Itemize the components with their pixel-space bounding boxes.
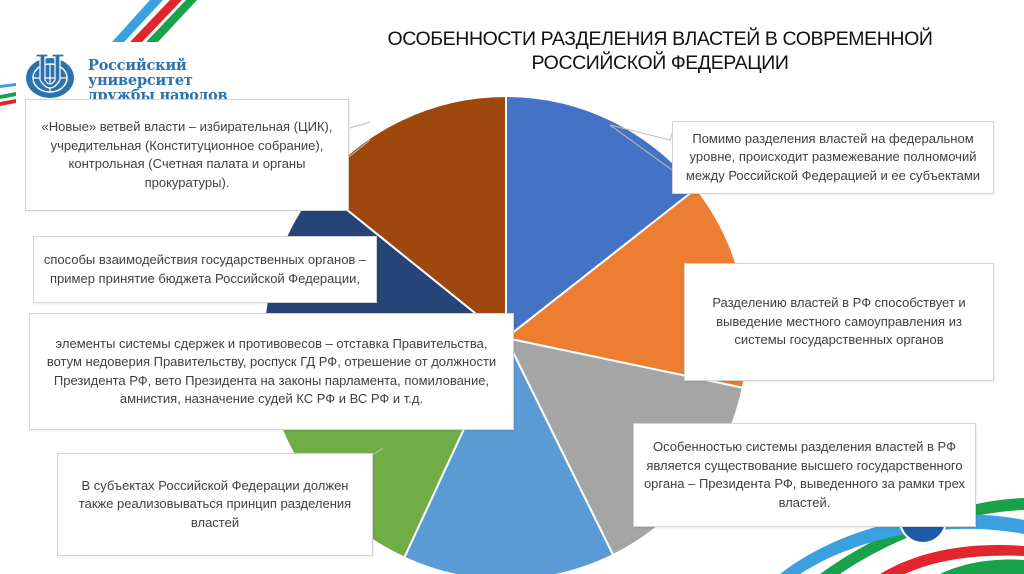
callout-federal-level: Помимо разделения властей на федеральном… xyxy=(672,121,994,194)
callout-text: Разделению властей в РФ способствует и в… xyxy=(712,295,966,348)
callout-text: элементы системы сдержек и противовесов … xyxy=(46,335,497,407)
callout-subjects: В субъектах Российской Федерации должен … xyxy=(57,453,373,556)
pie-slice-checks-and-balances xyxy=(402,335,615,574)
callout-local-self-government: Разделению властей в РФ способствует и в… xyxy=(684,263,994,381)
university-emblem-icon xyxy=(26,53,74,98)
callout-new-branches: «Новые» ветвей власти – избирательная (Ц… xyxy=(25,99,349,211)
callout-text: Помимо разделения властей на федеральном… xyxy=(685,130,981,183)
callout-checks-and-balances: элементы системы сдержек и противовесов … xyxy=(29,313,514,430)
callout-text: «Новые» ветвей власти – избирательная (Ц… xyxy=(41,119,333,190)
callout-president: Особенностью системы разделения властей … xyxy=(633,423,976,527)
page-title: ОСОБЕННОСТИ РАЗДЕЛЕНИЯ ВЛАСТЕЙ В СОВРЕМЕ… xyxy=(380,27,940,75)
callout-text: способы взаимодействия государственных о… xyxy=(43,252,367,286)
title-line-2: РОССИЙСКОЙ ФЕДЕРАЦИИ xyxy=(531,52,789,74)
callout-text: Особенностью системы разделения властей … xyxy=(643,439,966,510)
callout-interaction: способы взаимодействия государственных о… xyxy=(33,236,377,303)
title-line-1: ОСОБЕННОСТИ РАЗДЕЛЕНИЯ ВЛАСТЕЙ В СОВРЕМЕ… xyxy=(387,28,933,50)
logo-line-1: Российский университет xyxy=(88,57,193,89)
callout-text: В субъектах Российской Федерации должен … xyxy=(78,477,352,530)
university-logo: Российский университет дружбы народов xyxy=(22,50,282,103)
